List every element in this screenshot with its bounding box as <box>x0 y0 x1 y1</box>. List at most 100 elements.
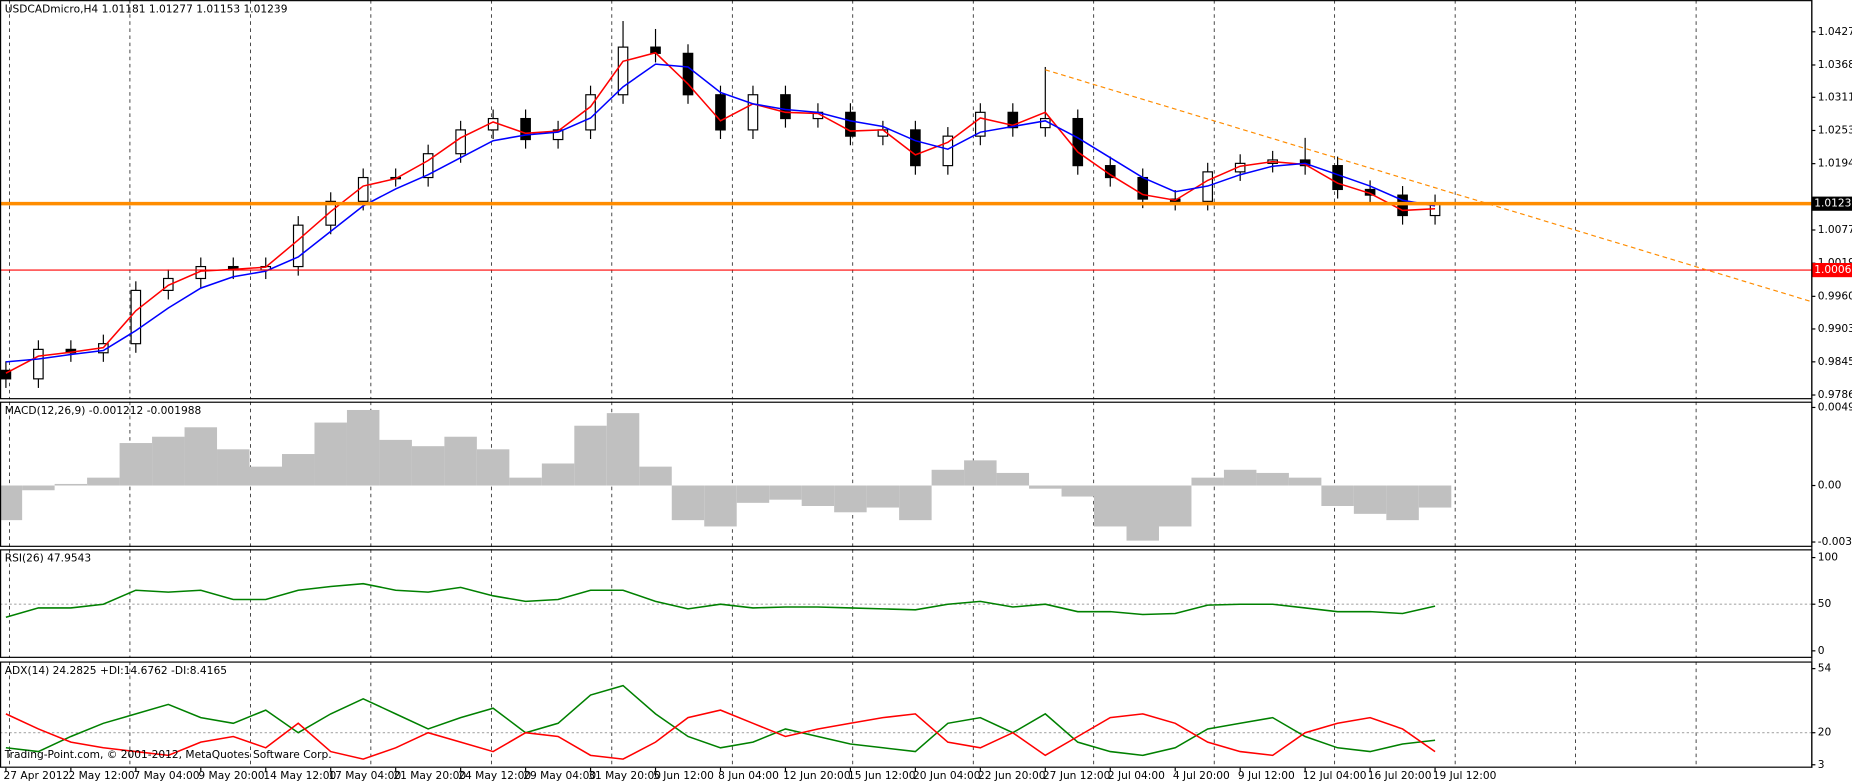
histogram-bar <box>769 485 802 500</box>
candle-body <box>747 94 759 131</box>
x-tick-label: 9 May 20:00 <box>198 769 264 782</box>
y-tick-label: 54 <box>1818 662 1832 675</box>
y-tick-label: 0.00496 <box>1818 400 1852 413</box>
candle-body <box>617 46 629 96</box>
x-tick-label: 9 Jul 12:00 <box>1238 769 1295 782</box>
x-tick-label: 29 May 04:00 <box>523 769 596 782</box>
y-tick-label: 1.04270 <box>1818 25 1852 38</box>
x-tick-label: 27 Apr 2012 <box>4 769 70 782</box>
histogram-bar <box>509 477 542 486</box>
histogram-bar <box>671 485 705 521</box>
histogram-bar <box>119 443 153 486</box>
footer-credit: Trading-Point.com, © 2001-2012, MetaQuot… <box>4 748 332 761</box>
candle-body <box>1332 165 1343 191</box>
y-tick-label: 1.03115 <box>1818 90 1852 103</box>
candle-body <box>975 111 986 137</box>
x-tick-label: 16 Jul 20:00 <box>1368 769 1432 782</box>
candle-body <box>1007 111 1019 129</box>
histogram-bar <box>184 427 218 486</box>
histogram-bar <box>1418 485 1452 508</box>
y-tick-label: 0.97865 <box>1818 388 1852 401</box>
histogram-bar <box>899 485 932 521</box>
panel-title: USDCADmicro,H4 1.01181 1.01277 1.01153 1… <box>5 2 288 15</box>
histogram-bar <box>1223 469 1257 486</box>
candle-body <box>325 200 337 226</box>
y-tick-label: 0.99030 <box>1818 322 1852 335</box>
trend-line <box>1045 69 1813 303</box>
histogram-bar <box>1029 485 1062 489</box>
y-tick-label: 1.00775 <box>1818 223 1852 236</box>
y-tick-label: -0.00359 <box>1818 535 1852 548</box>
histogram-bar <box>964 460 997 486</box>
candle-body <box>552 129 564 141</box>
histogram-bar <box>1158 485 1192 527</box>
last-price-label: 1.01239 <box>1814 197 1852 210</box>
y-tick-label: 0.98450 <box>1818 355 1852 368</box>
indicator-line <box>5 709 1436 760</box>
histogram-bar <box>249 466 282 486</box>
y-tick-label: 1.01945 <box>1818 157 1852 170</box>
x-tick-label: 12 Jul 04:00 <box>1303 769 1367 782</box>
x-tick-label: 2 May 12:00 <box>69 769 135 782</box>
y-tick-label: 50 <box>1818 597 1832 610</box>
histogram-bar <box>1288 477 1322 486</box>
candle-body <box>585 94 596 131</box>
histogram-bar <box>22 485 55 491</box>
histogram-bar <box>1061 485 1095 497</box>
x-tick-label: 2 Jul 04:00 <box>1108 769 1165 782</box>
candle-body <box>292 224 304 268</box>
histogram-bar <box>996 472 1030 486</box>
histogram-bar <box>1256 472 1289 486</box>
histogram-bar <box>736 485 770 503</box>
x-tick-label: 20 Jun 04:00 <box>913 769 981 782</box>
histogram-bar <box>314 422 347 486</box>
x-tick-label: 14 May 12:00 <box>263 769 336 782</box>
candle-body <box>130 289 142 345</box>
histogram-bar <box>931 469 965 486</box>
level-price-label-box <box>1811 263 1852 278</box>
candle-body <box>942 135 954 167</box>
histogram-bar <box>281 454 315 486</box>
moving-average <box>5 63 1436 363</box>
x-tick-label: 15 Jun 12:00 <box>848 769 916 782</box>
candle-body <box>33 348 44 380</box>
y-tick-label: 20 <box>1818 726 1832 739</box>
x-tick-label: 31 May 20:00 <box>588 769 661 782</box>
histogram-bar <box>217 449 250 486</box>
histogram-bar <box>1386 485 1419 521</box>
histogram-bar <box>1353 485 1387 514</box>
histogram-bar <box>152 436 185 486</box>
x-tick-label: 22 Jun 20:00 <box>978 769 1046 782</box>
x-tick-label: 8 Jun 04:00 <box>718 769 779 782</box>
histogram-bar <box>379 439 412 486</box>
panel-title: RSI(26) 47.9543 <box>5 552 91 565</box>
histogram-bar <box>574 425 607 486</box>
histogram-bar <box>54 483 88 486</box>
histogram-bar <box>606 413 640 486</box>
indicator-line <box>5 582 1436 619</box>
x-tick-label: 19 Jul 12:00 <box>1433 769 1497 782</box>
panel-title: ADX(14) 24.2825 +DI:14.6762 -DI:8.4165 <box>5 664 227 677</box>
candle-body <box>845 111 856 137</box>
level-price-label: 1.00068 <box>1814 263 1852 276</box>
y-tick-label: 1.03685 <box>1818 58 1852 71</box>
x-tick-label: 17 May 04:00 <box>328 769 401 782</box>
candle-body <box>455 129 466 155</box>
candle-body <box>162 277 174 291</box>
y-tick-label: 0.99605 <box>1818 289 1852 302</box>
histogram-bar <box>1094 485 1127 527</box>
candle-body <box>1072 117 1084 167</box>
x-tick-label: 21 May 20:00 <box>393 769 466 782</box>
histogram-bar <box>639 466 672 486</box>
histogram-bar <box>346 409 380 486</box>
histogram-bar <box>87 477 120 486</box>
y-tick-label: 1.02530 <box>1818 123 1852 136</box>
candle-body <box>715 94 726 131</box>
x-tick-label: 4 Jul 20:00 <box>1173 769 1230 782</box>
y-tick-label: 0.00 <box>1818 479 1842 492</box>
candle-body <box>422 153 434 179</box>
